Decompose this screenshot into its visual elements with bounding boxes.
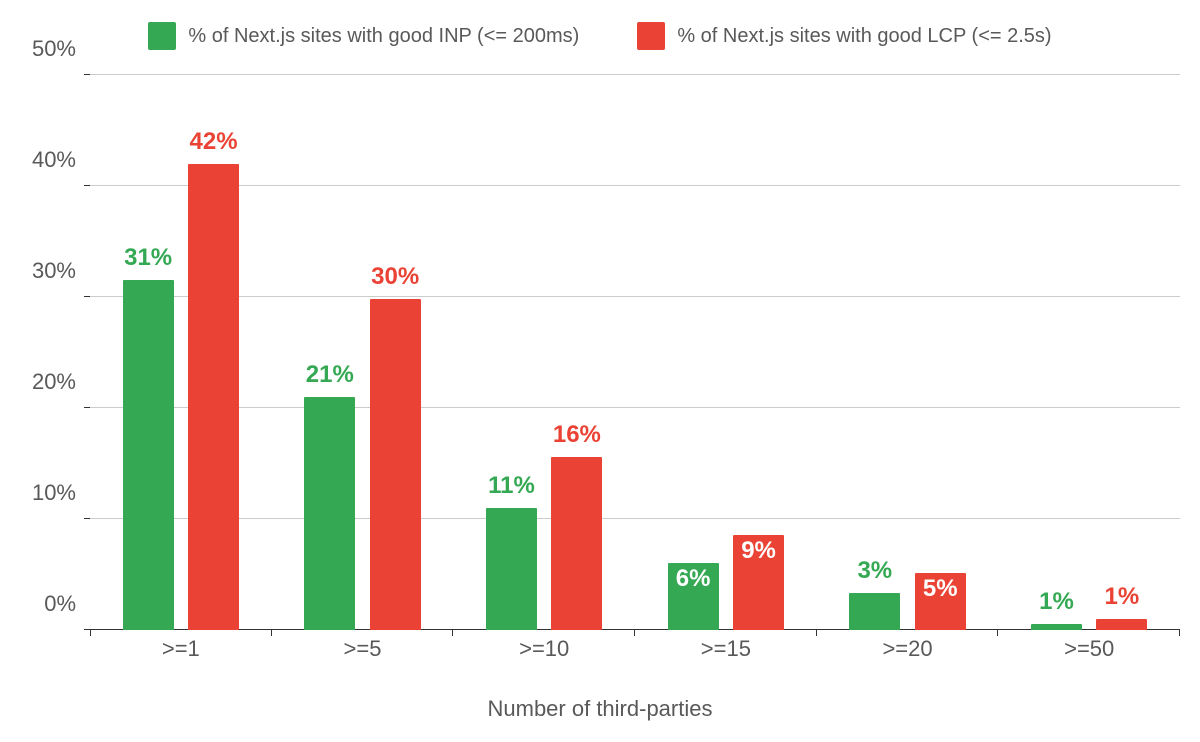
y-tick-label: 20% bbox=[32, 369, 90, 395]
x-tick-label: >=5 bbox=[272, 636, 454, 662]
y-tick-label: 50% bbox=[32, 36, 90, 62]
y-tick-label: 10% bbox=[32, 480, 90, 506]
plot-area: 0%10%20%30%40%50%31%42%21%30%11%16%6%9%3… bbox=[90, 75, 1180, 630]
y-tick-label: 40% bbox=[32, 147, 90, 173]
legend-swatch-inp bbox=[148, 22, 176, 50]
x-tick-label: >=20 bbox=[817, 636, 999, 662]
bar-lcp bbox=[188, 164, 239, 630]
bar-value-label-inp: 31% bbox=[123, 244, 174, 272]
bar-group: 21% 30% bbox=[272, 75, 454, 630]
bar-value-label-lcp: 42% bbox=[188, 128, 239, 156]
bar-inp bbox=[304, 397, 355, 630]
bar-group: 31% 42% bbox=[90, 75, 272, 630]
bar-value-label-inp: 21% bbox=[304, 361, 355, 389]
x-tick-label: >=15 bbox=[635, 636, 817, 662]
chart-container: % of Next.js sites with good INP (<= 200… bbox=[0, 0, 1200, 742]
x-tick-label: >=1 bbox=[90, 636, 272, 662]
bar-inp bbox=[486, 508, 537, 630]
bar-groups: 31% 42% 21% 30% 11% 16% 6% 9% 3% 5% 1% 1% bbox=[90, 75, 1180, 630]
bar-value-label-inp: 1% bbox=[1031, 588, 1082, 616]
bar-inp bbox=[1031, 624, 1082, 630]
bar-value-label-lcp: 9% bbox=[733, 537, 784, 565]
plot-inner: 0%10%20%30%40%50%31%42%21%30%11%16%6%9%3… bbox=[90, 75, 1180, 630]
bar-value-label-lcp: 1% bbox=[1096, 583, 1147, 611]
x-tick-label: >=50 bbox=[998, 636, 1180, 662]
bar-value-label-lcp: 5% bbox=[915, 575, 966, 603]
bar-value-label-lcp: 16% bbox=[551, 421, 602, 449]
legend-item-lcp: % of Next.js sites with good LCP (<= 2.5… bbox=[637, 22, 1051, 50]
x-tick-label: >=10 bbox=[453, 636, 635, 662]
bar-lcp bbox=[551, 457, 602, 630]
legend-item-inp: % of Next.js sites with good INP (<= 200… bbox=[148, 22, 579, 50]
legend-label-inp: % of Next.js sites with good INP (<= 200… bbox=[188, 25, 579, 48]
bar-value-label-inp: 11% bbox=[486, 472, 537, 500]
bar-group: 6% 9% bbox=[635, 75, 817, 630]
bar-value-label-inp: 3% bbox=[849, 557, 900, 585]
bar-group: 1% 1% bbox=[998, 75, 1180, 630]
y-tick-label: 0% bbox=[44, 591, 90, 617]
bar-group: 11% 16% bbox=[453, 75, 635, 630]
x-axis-labels: >=1>=5>=10>=15>=20>=50 bbox=[90, 636, 1180, 662]
bar-value-label-lcp: 30% bbox=[370, 263, 421, 291]
x-axis-title: Number of third-parties bbox=[0, 696, 1200, 722]
legend: % of Next.js sites with good INP (<= 200… bbox=[0, 22, 1200, 50]
bar-value-label-inp: 6% bbox=[668, 565, 719, 593]
bar-lcp bbox=[1096, 619, 1147, 630]
bar-inp bbox=[849, 593, 900, 630]
legend-label-lcp: % of Next.js sites with good LCP (<= 2.5… bbox=[677, 25, 1051, 48]
legend-swatch-lcp bbox=[637, 22, 665, 50]
bar-inp bbox=[123, 280, 174, 630]
y-tick-label: 30% bbox=[32, 258, 90, 284]
bar-lcp bbox=[370, 299, 421, 630]
bar-group: 3% 5% bbox=[817, 75, 999, 630]
